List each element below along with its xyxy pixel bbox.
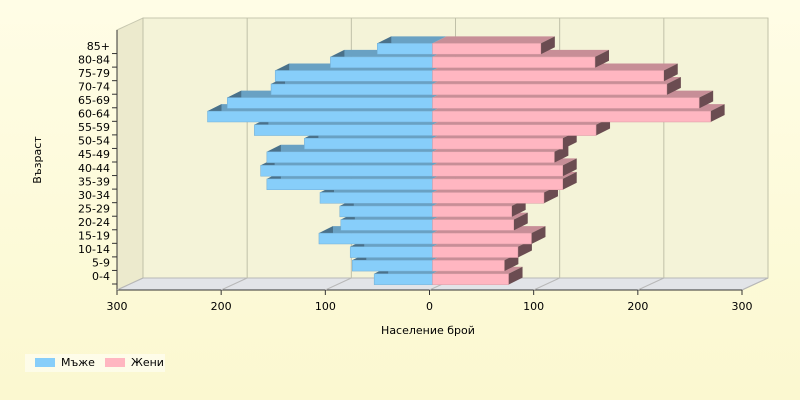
bar bbox=[432, 259, 505, 272]
bar bbox=[274, 70, 433, 82]
bar-end bbox=[531, 226, 546, 244]
legend-label: Мъже bbox=[61, 356, 95, 369]
y-tick-label: 65-69 bbox=[78, 94, 110, 107]
legend-swatch bbox=[35, 358, 55, 367]
bar bbox=[432, 178, 563, 191]
bar bbox=[432, 232, 532, 245]
bar bbox=[352, 259, 433, 272]
floor-grid-line bbox=[220, 277, 248, 291]
floor-grid-line bbox=[116, 277, 144, 291]
bar bbox=[349, 246, 433, 258]
bar-end bbox=[663, 63, 678, 82]
bar bbox=[270, 83, 433, 96]
y-tick-label: 5-9 bbox=[92, 257, 110, 270]
floor-grid-line bbox=[533, 277, 560, 291]
x-tick-label: 100 bbox=[523, 300, 544, 313]
y-tick-label: 70-74 bbox=[78, 80, 110, 93]
y-tick-label: 85+ bbox=[87, 40, 110, 53]
bar-top bbox=[432, 36, 555, 44]
bar-top bbox=[377, 36, 447, 44]
floor-grid-line bbox=[637, 277, 665, 291]
x-tick-label: 300 bbox=[107, 300, 128, 313]
bar bbox=[432, 97, 700, 109]
side-wall bbox=[116, 17, 144, 291]
legend-swatch bbox=[105, 358, 125, 367]
x-axis-title: Население брой bbox=[381, 324, 475, 337]
bar-end bbox=[595, 49, 609, 68]
bar bbox=[319, 192, 433, 204]
bar bbox=[432, 273, 509, 285]
y-tick-label: 50-54 bbox=[78, 135, 110, 148]
bar bbox=[432, 246, 519, 258]
y-tick-label: 60-64 bbox=[78, 108, 110, 121]
x-tick-label: 0 bbox=[426, 300, 433, 313]
bar-end bbox=[710, 104, 725, 122]
bar-end bbox=[540, 36, 555, 55]
floor-grid-line bbox=[741, 277, 769, 291]
legend-label: Жени bbox=[131, 356, 164, 369]
bar bbox=[432, 56, 596, 69]
bar bbox=[432, 70, 664, 82]
bar-end bbox=[513, 212, 528, 231]
bar bbox=[227, 97, 433, 109]
x-tick-label: 200 bbox=[627, 300, 648, 313]
bar-end bbox=[562, 158, 577, 177]
y-tick-label: 35-39 bbox=[78, 175, 110, 188]
x-tick-label: 100 bbox=[315, 300, 336, 313]
x-tick-label: 300 bbox=[732, 300, 753, 313]
y-tick-label: 75-79 bbox=[78, 67, 110, 80]
bar-end bbox=[554, 144, 569, 163]
y-tick-label: 40-44 bbox=[78, 162, 110, 175]
bar-end bbox=[508, 266, 523, 285]
bar bbox=[260, 165, 433, 177]
bar bbox=[432, 83, 668, 96]
bar-end bbox=[562, 171, 577, 190]
bar bbox=[266, 178, 433, 191]
bar bbox=[207, 110, 433, 123]
bar bbox=[304, 137, 433, 150]
bar bbox=[254, 124, 433, 136]
bar bbox=[432, 192, 545, 204]
floor-grid-line bbox=[325, 277, 352, 291]
bar bbox=[377, 43, 433, 55]
y-tick-label: 20-24 bbox=[78, 216, 110, 229]
bar bbox=[340, 219, 433, 231]
bar bbox=[432, 137, 563, 150]
bar bbox=[373, 273, 433, 285]
bar bbox=[432, 151, 555, 163]
bar bbox=[339, 205, 433, 218]
legend-box bbox=[25, 354, 165, 372]
bar bbox=[432, 165, 563, 177]
y-tick-label: 10-14 bbox=[78, 243, 110, 256]
y-tick-label: 55-59 bbox=[78, 121, 110, 134]
bar bbox=[330, 56, 433, 69]
x-tick-label: 200 bbox=[211, 300, 232, 313]
y-tick-label: 0-4 bbox=[92, 270, 110, 283]
bar bbox=[432, 219, 514, 231]
bar bbox=[432, 124, 597, 136]
y-tick-label: 30-34 bbox=[78, 189, 110, 202]
bar-end bbox=[699, 90, 714, 109]
bar bbox=[266, 151, 433, 163]
bar bbox=[432, 205, 512, 218]
bar bbox=[318, 232, 433, 245]
y-tick-label: 15-19 bbox=[78, 230, 110, 243]
y-tick-label: 45-49 bbox=[78, 148, 110, 161]
bar bbox=[432, 43, 542, 55]
y-tick-label: 80-84 bbox=[78, 53, 110, 66]
y-axis-title: Възраст bbox=[31, 136, 44, 184]
bar-end bbox=[666, 77, 681, 95]
y-tick-label: 25-29 bbox=[78, 202, 110, 215]
bar bbox=[432, 110, 711, 123]
